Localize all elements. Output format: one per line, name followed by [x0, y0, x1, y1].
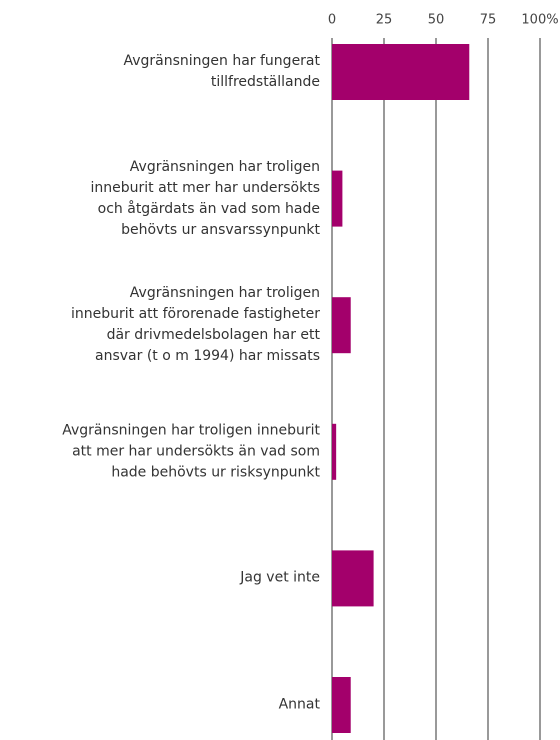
bar — [332, 44, 470, 100]
category-label: Avgränsningen har troligen inneburit att… — [62, 422, 320, 481]
bar — [332, 423, 337, 480]
bar — [332, 297, 351, 354]
bar — [332, 677, 351, 733]
category-label: Avgränsningen har fungerat tillfredställ… — [123, 53, 320, 90]
category-label: Annat — [278, 696, 320, 713]
x-tick-label: 100% — [521, 13, 558, 28]
bar — [332, 550, 374, 607]
x-tick-label: 50 — [428, 13, 445, 28]
category-label: Avgränsningen har troligen inneburit att… — [90, 158, 320, 238]
category-label: Avgränsningen har troligen inneburit att… — [71, 285, 320, 365]
x-tick-label: 75 — [480, 13, 497, 28]
category-label: Jag vet inte — [240, 569, 320, 586]
x-tick-label: 0 — [328, 13, 336, 28]
bar — [332, 170, 343, 227]
x-tick-label: 25 — [376, 13, 393, 28]
